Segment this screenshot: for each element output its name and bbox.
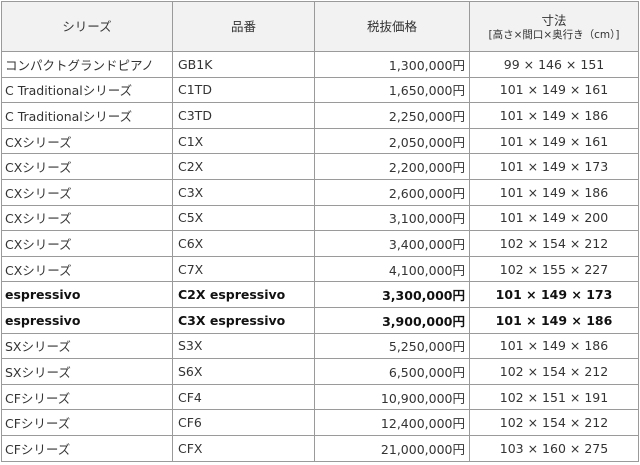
price-cell: 3,100,000円 xyxy=(314,204,470,232)
table-row: CXシリーズ C7X 4,100,000円 102 × 155 × 227 xyxy=(1,255,639,283)
price-cell: 5,250,000円 xyxy=(314,332,470,360)
dimensions-cell: 102 × 155 × 227 xyxy=(469,255,639,283)
price-cell: 2,600,000円 xyxy=(314,178,470,206)
series-cell: コンパクトグランドピアノ xyxy=(1,51,173,78)
table-row: CFシリーズ CFX 21,000,000円 103 × 160 × 275 xyxy=(1,434,639,462)
table-row: CFシリーズ CF6 12,400,000円 102 × 154 × 212 xyxy=(1,409,639,436)
price-cell: 3,300,000円 xyxy=(314,281,470,308)
model-cell: CF4 xyxy=(172,383,315,411)
model-cell: C5X xyxy=(172,204,315,232)
series-cell: espressivo xyxy=(1,281,173,308)
model-cell: C1TD xyxy=(172,76,315,104)
table-row: CFシリーズ CF4 10,900,000円 102 × 151 × 191 xyxy=(1,383,639,411)
series-cell: CFシリーズ xyxy=(1,383,173,411)
series-cell: CXシリーズ xyxy=(1,204,173,232)
model-cell: GB1K xyxy=(172,51,315,78)
dimensions-cell: 101 × 149 × 173 xyxy=(469,281,639,308)
dimensions-cell: 101 × 149 × 200 xyxy=(469,204,639,232)
header-dimensions-sub: [高さ×間口×奥行き（cm）] xyxy=(488,28,620,41)
table-row: CXシリーズ C6X 3,400,000円 102 × 154 × 212 xyxy=(1,230,639,257)
dimensions-cell: 102 × 151 × 191 xyxy=(469,383,639,411)
dimensions-cell: 101 × 149 × 186 xyxy=(469,178,639,206)
table-row: C Traditionalシリーズ C3TD 2,250,000円 101 × 149… xyxy=(1,102,639,129)
table-row: CXシリーズ C2X 2,200,000円 101 × 149 × 173 xyxy=(1,153,639,180)
series-cell: C Traditionalシリーズ xyxy=(1,102,173,129)
model-cell: C3X xyxy=(172,178,315,206)
header-series: シリーズ xyxy=(1,1,173,52)
price-cell: 3,900,000円 xyxy=(314,306,470,334)
dimensions-cell: 101 × 149 × 161 xyxy=(469,76,639,104)
header-series-label: シリーズ xyxy=(62,18,112,34)
model-cell: CFX xyxy=(172,434,315,462)
series-cell: CXシリーズ xyxy=(1,255,173,283)
series-cell: CXシリーズ xyxy=(1,178,173,206)
price-cell: 4,100,000円 xyxy=(314,255,470,283)
series-cell: CFシリーズ xyxy=(1,434,173,462)
dimensions-cell: 102 × 154 × 212 xyxy=(469,358,639,385)
model-cell: C6X xyxy=(172,230,315,257)
header-dimensions: 寸法 [高さ×間口×奥行き（cm）] xyxy=(469,1,639,52)
series-cell: SXシリーズ xyxy=(1,358,173,385)
price-cell: 2,200,000円 xyxy=(314,153,470,180)
model-cell: C1X xyxy=(172,127,315,155)
table-row: コンパクトグランドピアノ GB1K 1,300,000円 99 × 146 × 151 xyxy=(1,51,639,78)
table-row: CXシリーズ C5X 3,100,000円 101 × 149 × 200 xyxy=(1,204,639,232)
price-cell: 2,050,000円 xyxy=(314,127,470,155)
table-header-row: シリーズ 品番 税抜価格 寸法 [高さ×間口×奥行き（cm）] xyxy=(1,1,639,52)
model-cell: S6X xyxy=(172,358,315,385)
price-cell: 10,900,000円 xyxy=(314,383,470,411)
dimensions-cell: 102 × 154 × 212 xyxy=(469,409,639,436)
dimensions-cell: 103 × 160 × 275 xyxy=(469,434,639,462)
model-cell: C7X xyxy=(172,255,315,283)
header-price-label: 税抜価格 xyxy=(366,18,417,34)
table-row: CXシリーズ C3X 2,600,000円 101 × 149 × 186 xyxy=(1,178,639,206)
table-row: espressivo C2X espressivo 3,300,000円 101 × … xyxy=(1,281,639,308)
table-row: SXシリーズ S3X 5,250,000円 101 × 149 × 186 xyxy=(1,332,639,360)
header-dimensions-label: 寸法 xyxy=(541,12,567,28)
series-cell: CXシリーズ xyxy=(1,153,173,180)
model-cell: S3X xyxy=(172,332,315,360)
header-model: 品番 xyxy=(172,1,315,52)
header-model-label: 品番 xyxy=(230,18,256,34)
series-cell: espressivo xyxy=(1,306,173,334)
table-row: SXシリーズ S6X 6,500,000円 102 × 154 × 212 xyxy=(1,358,639,385)
table-row: espressivo C3X espressivo 3,900,000円 101 × … xyxy=(1,306,639,334)
series-cell: CFシリーズ xyxy=(1,409,173,436)
price-cell: 12,400,000円 xyxy=(314,409,470,436)
series-cell: C Traditionalシリーズ xyxy=(1,76,173,104)
dimensions-cell: 101 × 149 × 186 xyxy=(469,332,639,360)
table-row: CXシリーズ C1X 2,050,000円 101 × 149 × 161 xyxy=(1,127,639,155)
series-cell: SXシリーズ xyxy=(1,332,173,360)
price-cell: 21,000,000円 xyxy=(314,434,470,462)
series-cell: CXシリーズ xyxy=(1,127,173,155)
dimensions-cell: 101 × 149 × 161 xyxy=(469,127,639,155)
price-cell: 2,250,000円 xyxy=(314,102,470,129)
model-cell: C3X espressivo xyxy=(172,306,315,334)
price-cell: 6,500,000円 xyxy=(314,358,470,385)
dimensions-cell: 101 × 149 × 173 xyxy=(469,153,639,180)
model-cell: CF6 xyxy=(172,409,315,436)
model-cell: C3TD xyxy=(172,102,315,129)
dimensions-cell: 101 × 149 × 186 xyxy=(469,306,639,334)
dimensions-cell: 99 × 146 × 151 xyxy=(469,51,639,78)
model-cell: C2X espressivo xyxy=(172,281,315,308)
model-cell: C2X xyxy=(172,153,315,180)
table-row: C Traditionalシリーズ C1TD 1,650,000円 101 × 149… xyxy=(1,76,639,104)
price-cell: 1,650,000円 xyxy=(314,76,470,104)
header-price: 税抜価格 xyxy=(314,1,470,52)
table-body: コンパクトグランドピアノ GB1K 1,300,000円 99 × 146 × 151… xyxy=(1,51,639,462)
dimensions-cell: 101 × 149 × 186 xyxy=(469,102,639,129)
price-cell: 3,400,000円 xyxy=(314,230,470,257)
series-cell: CXシリーズ xyxy=(1,230,173,257)
dimensions-cell: 102 × 154 × 212 xyxy=(469,230,639,257)
price-cell: 1,300,000円 xyxy=(314,51,470,78)
